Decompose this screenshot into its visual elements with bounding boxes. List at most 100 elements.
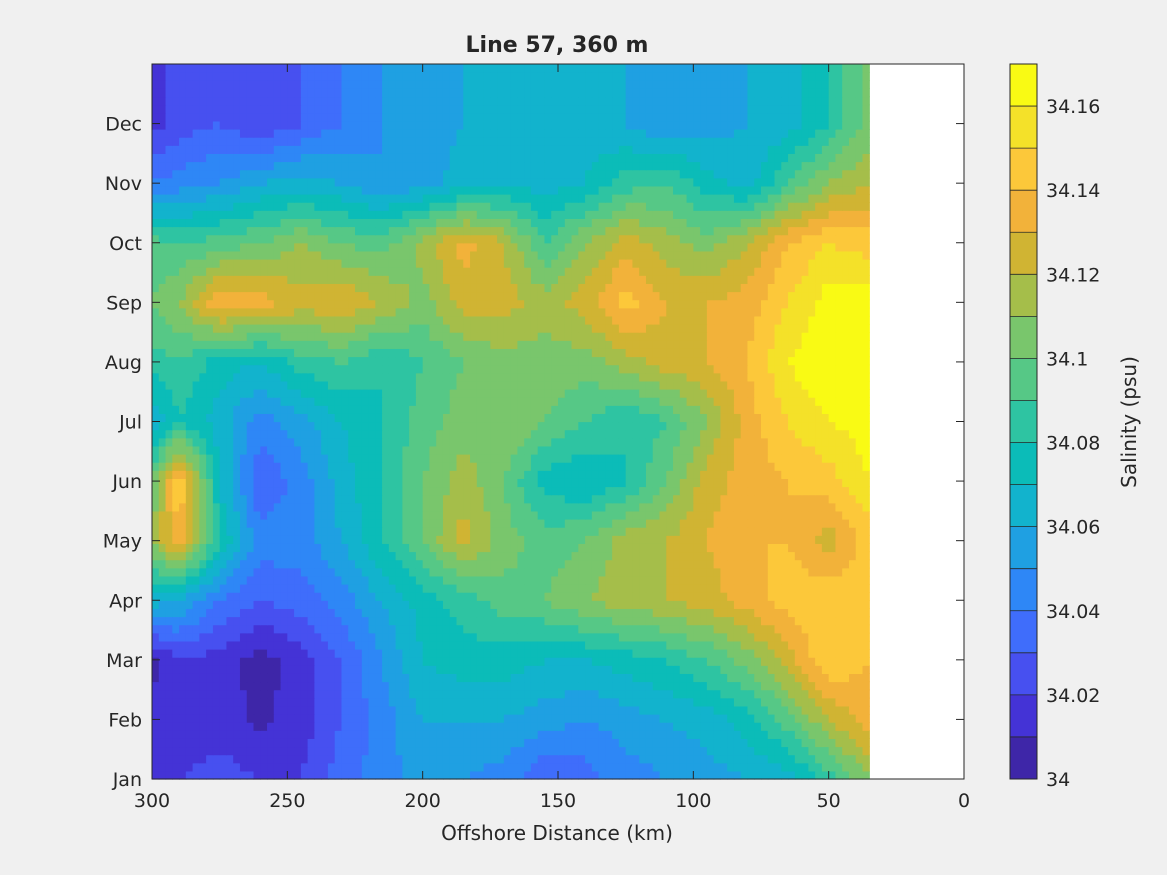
contour-cell xyxy=(781,616,789,626)
contour-cell xyxy=(598,470,606,479)
contour-cell xyxy=(280,722,288,731)
contour-cell xyxy=(253,527,261,536)
contour-cell xyxy=(801,640,809,650)
contour-cell xyxy=(652,429,661,439)
contour-cell xyxy=(327,575,336,585)
contour-cell xyxy=(165,649,173,658)
contour-cell xyxy=(544,584,552,593)
contour-cell xyxy=(544,437,552,447)
contour-cell xyxy=(564,575,573,585)
contour-cell xyxy=(862,714,870,723)
contour-cell xyxy=(842,770,850,780)
contour-cell xyxy=(625,738,634,748)
contour-cell xyxy=(321,689,329,699)
contour-cell xyxy=(260,405,268,414)
contour-cell xyxy=(679,746,688,756)
contour-cell xyxy=(537,445,546,455)
contour-cell xyxy=(767,705,776,715)
contour-cell xyxy=(192,624,200,634)
contour-cell xyxy=(652,730,661,739)
contour-cell xyxy=(679,592,688,601)
contour-cell xyxy=(294,551,302,561)
contour-cell xyxy=(713,722,721,731)
contour-cell xyxy=(754,445,762,455)
contour-cell xyxy=(375,405,383,414)
contour-cell xyxy=(449,608,458,618)
contour-cell xyxy=(152,616,160,626)
contour-cell xyxy=(429,454,437,463)
contour-cell xyxy=(686,665,694,674)
contour-cell xyxy=(727,510,735,520)
contour-cell xyxy=(774,584,782,593)
contour-cell xyxy=(801,746,809,756)
contour-cell xyxy=(848,624,857,634)
contour-cell xyxy=(585,657,593,666)
contour-cell xyxy=(544,527,552,536)
contour-cell xyxy=(267,470,275,479)
contour-cell xyxy=(334,559,343,569)
contour-cell xyxy=(206,632,214,642)
contour-cell xyxy=(409,397,417,406)
contour-cell xyxy=(415,551,424,561)
contour-cell xyxy=(226,437,234,447)
contour-cell xyxy=(700,738,708,748)
contour-cell xyxy=(165,624,173,634)
contour-cell xyxy=(605,714,613,723)
contour-cell xyxy=(673,502,681,512)
contour-cell xyxy=(835,608,843,618)
contour-cell xyxy=(307,502,315,512)
contour-cell xyxy=(605,559,613,569)
contour-cell xyxy=(767,551,776,561)
contour-cell xyxy=(307,770,315,780)
contour-cell xyxy=(185,592,194,601)
contour-cell xyxy=(355,762,363,772)
contour-cell xyxy=(355,681,363,691)
contour-cell xyxy=(233,705,241,715)
contour-cell xyxy=(855,697,864,707)
contour-cell xyxy=(720,429,728,439)
contour-cell xyxy=(618,494,627,504)
contour-cell xyxy=(490,494,498,504)
contour-cell xyxy=(720,770,728,780)
contour-cell xyxy=(788,746,796,756)
contour-cell xyxy=(828,722,837,731)
contour-cell xyxy=(652,640,661,650)
contour-cell xyxy=(321,608,329,618)
contour-cell xyxy=(219,486,228,496)
contour-cell xyxy=(666,689,674,699)
contour-cell xyxy=(172,730,180,739)
contour-cell xyxy=(226,705,234,715)
contour-cell xyxy=(862,632,870,642)
contour-cell xyxy=(781,689,789,699)
contour-cell xyxy=(490,429,498,439)
contour-cell xyxy=(578,437,586,447)
contour-cell xyxy=(754,592,762,601)
contour-cell xyxy=(334,575,343,585)
contour-cell xyxy=(720,567,728,577)
contour-cell xyxy=(355,486,363,496)
contour-cell xyxy=(679,754,688,764)
contour-cell xyxy=(233,657,241,666)
contour-cell xyxy=(591,697,600,707)
contour-cell xyxy=(395,454,403,463)
contour-cell xyxy=(537,397,546,406)
contour-cell xyxy=(510,673,518,683)
contour-cell xyxy=(152,608,160,618)
contour-cell xyxy=(564,738,573,748)
contour-cell xyxy=(828,754,837,764)
contour-cell xyxy=(436,649,444,658)
contour-cell xyxy=(652,437,661,447)
contour-cell xyxy=(605,510,613,520)
contour-cell xyxy=(233,592,241,601)
contour-cell xyxy=(415,665,424,674)
contour-cell xyxy=(747,608,755,618)
contour-cell xyxy=(327,454,336,463)
contour-cell xyxy=(612,746,620,756)
contour-cell xyxy=(612,770,620,780)
contour-cell xyxy=(693,575,701,585)
contour-cell xyxy=(395,551,403,561)
contour-cell xyxy=(449,559,458,569)
contour-cell xyxy=(422,510,431,520)
contour-cell xyxy=(544,681,552,691)
contour-cell xyxy=(287,746,295,756)
